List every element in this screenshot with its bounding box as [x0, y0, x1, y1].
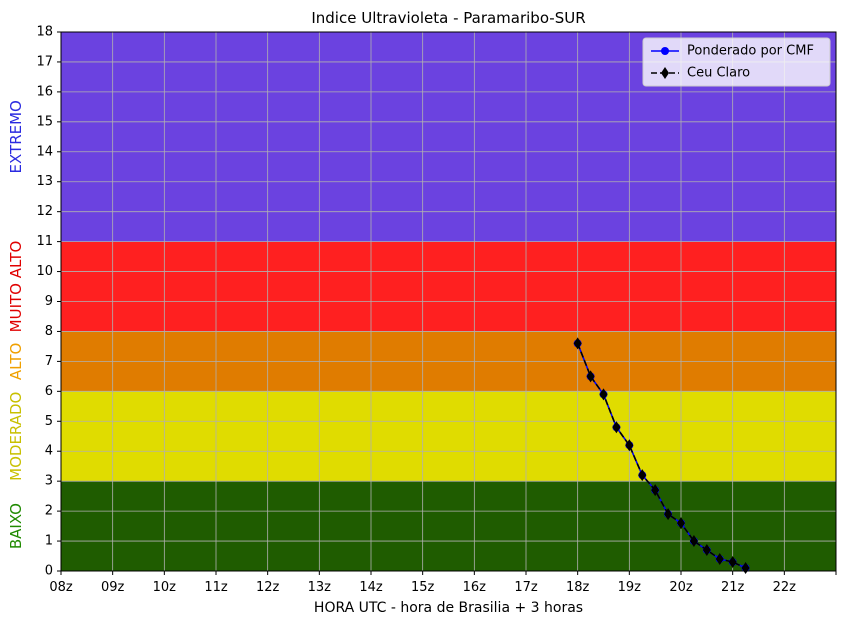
y-tick-label: 14: [36, 144, 53, 159]
data-point-ceu-claro: [573, 337, 582, 350]
legend-label-ceu-claro: Ceu Claro: [687, 66, 750, 81]
band-label-extremo: EXTREMO: [7, 100, 25, 173]
band-label-muito-alto: MUITO ALTO: [7, 241, 25, 333]
band-label-alto: ALTO: [7, 343, 25, 381]
data-point-ceu-claro: [728, 556, 737, 569]
x-tick-label: 13z: [308, 580, 332, 595]
chart-title: Indice Ultravioleta - Paramaribo-SUR: [311, 9, 585, 27]
y-tick-label: 5: [45, 414, 53, 429]
data-point-ceu-claro: [702, 544, 711, 557]
legend-label-ponderado-por-cmf: Ponderado por CMF: [687, 44, 814, 59]
x-tick-label: 09z: [101, 580, 125, 595]
data-point-ceu-claro: [612, 421, 621, 434]
data-point-ceu-claro: [664, 508, 673, 521]
band-label-baixo: BAIXO: [7, 503, 25, 549]
y-tick-label: 10: [36, 264, 53, 279]
y-tick-label: 1: [45, 534, 53, 549]
y-tick-label: 7: [45, 354, 53, 369]
x-tick-label: 18z: [566, 580, 590, 595]
y-tick-label: 13: [36, 174, 53, 189]
x-tick-label: 08z: [49, 580, 73, 595]
y-tick-label: 15: [36, 114, 53, 129]
y-tick-label: 6: [45, 384, 53, 399]
y-tick-label: 8: [45, 324, 53, 339]
grid-lines: [60, 31, 837, 572]
x-tick-label: 10z: [153, 580, 177, 595]
data-point-ceu-claro: [586, 370, 595, 383]
legend-box: [642, 37, 831, 87]
x-axis-label: HORA UTC - hora de Brasilia + 3 horas: [314, 600, 583, 616]
x-tick-label: 20z: [669, 580, 693, 595]
band-label-moderado: MODERADO: [7, 392, 25, 481]
y-tick-label: 18: [36, 25, 53, 40]
data-point-ceu-claro: [651, 484, 660, 497]
band-muito-alto: [61, 241, 836, 332]
y-tick-label: 11: [36, 234, 53, 249]
legend: Ponderado por CMF Ceu Claro: [642, 37, 831, 87]
legend-marker-ponderado-por-cmf: [661, 47, 669, 55]
uv-category-labels: BAIXO MODERADO ALTO MUITO ALTO EXTREMO: [7, 100, 25, 549]
x-tick-label: 11z: [204, 580, 228, 595]
y-tick-label: 0: [45, 564, 53, 579]
x-tick-label: 19z: [618, 580, 642, 595]
x-tick-label: 15z: [411, 580, 435, 595]
band-moderado: [61, 391, 836, 482]
data-point-ceu-claro: [599, 388, 608, 401]
y-tick-label: 17: [36, 54, 53, 69]
y-tick-label: 12: [36, 204, 53, 219]
y-tick-label: 4: [45, 444, 53, 459]
y-tick-label: 16: [36, 84, 53, 99]
x-tick-label: 21z: [721, 580, 745, 595]
x-tick-label: 22z: [773, 580, 797, 595]
x-axis-ticks: 08z 09z 10z 11z 12z 13z 14z 15z 16z 17z 18z 19z 20z 2…: [49, 571, 837, 595]
uv-category-bands: [61, 32, 836, 571]
data-point-ceu-claro: [715, 553, 724, 566]
y-tick-label: 9: [45, 294, 53, 309]
data-series: [573, 337, 750, 575]
x-tick-label: 16z: [463, 580, 487, 595]
x-tick-label: 17z: [514, 580, 538, 595]
data-point-ceu-claro: [677, 517, 685, 530]
legend-marker-ceu-claro: [661, 67, 669, 79]
data-point-ceu-claro: [625, 439, 634, 452]
y-tick-label: 3: [45, 474, 53, 489]
x-tick-label: 14z: [359, 580, 383, 595]
data-point-ceu-claro: [689, 535, 698, 548]
data-point-ceu-claro: [638, 469, 647, 482]
y-tick-label: 2: [45, 504, 53, 519]
x-tick-label: 12z: [256, 580, 280, 595]
